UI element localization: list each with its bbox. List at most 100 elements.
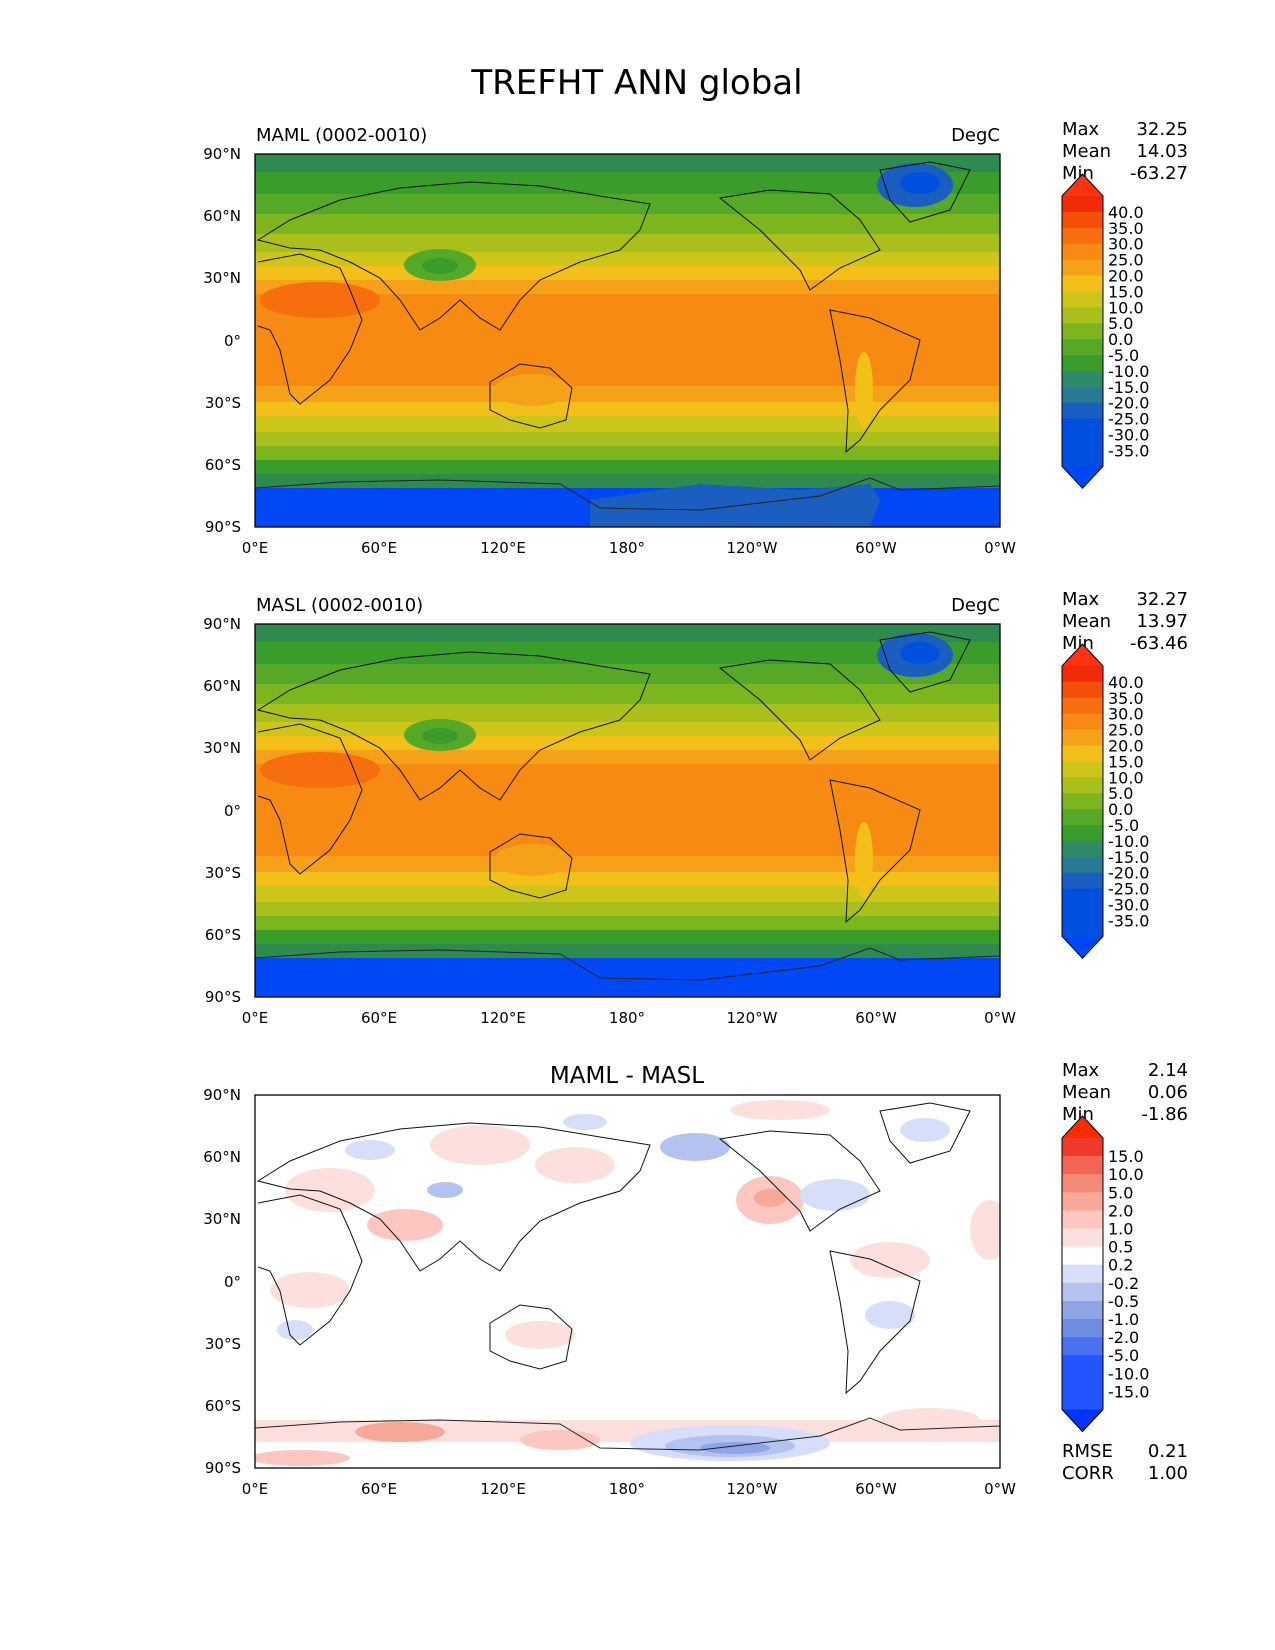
band [255,154,1000,172]
colorbar-cell [1062,355,1103,372]
colorbar-tick-label: -15.0 [1108,848,1149,867]
colorbar-extend-min [1062,466,1103,489]
colorbar-tick-label: 35.0 [1108,689,1144,708]
y-tick-label: 30°N [203,269,241,287]
x-tick-label: 0°E [242,539,269,557]
x-tick-label: 120°E [480,1480,526,1498]
colorbar-tick-label: 25.0 [1108,251,1144,270]
y-tick-label: 90°S [205,1459,241,1477]
sahara-warm-region [260,752,380,788]
colorbar-cell [1062,1192,1103,1211]
colorbar-tick-label: 15.0 [1108,1147,1144,1166]
x-tick-label: 60°E [361,1009,397,1027]
colorbar-cell [1062,681,1103,699]
band [255,916,1000,930]
colorbar-tick-label: 20.0 [1108,267,1144,286]
colorbar-tick-label: -1.0 [1108,1310,1139,1329]
stat-value-max: 32.27 [1136,589,1188,610]
band [255,402,1000,416]
band [255,872,1000,886]
band [255,386,1000,402]
stats-block: Max 32.27 Mean 13.97 Min -63.46 [1062,589,1188,654]
panel-maml: MAML (0002-0010) DegC 90°N 60°N 30°N 0° … [203,119,1188,557]
error-stats-block: RMSE 0.21 CORR 1.00 [1062,1441,1188,1484]
colorbar-tick-label: 40.0 [1108,673,1144,692]
band [255,194,1000,214]
colorbar-cell [1062,275,1103,292]
colorbar-cell [1062,450,1103,467]
y-tick-label: 90°N [203,615,241,633]
diff-patch-warm [970,1200,1000,1260]
y-tick-label: 60°N [203,207,241,225]
y-tick-label: 30°S [205,864,241,882]
stat-label-max: Max [1062,1060,1100,1081]
colorbar-tick-label: 20.0 [1108,737,1144,756]
coastline-australia [489,363,573,429]
coastline-north-america [718,189,881,291]
x-tick-label: 180° [609,1009,645,1027]
colorbar-tick-label: -5.0 [1108,816,1139,835]
coastline-eurasia [256,1122,651,1272]
band [255,624,1000,642]
band [255,750,1000,764]
map-frame [254,623,1001,998]
tibet-cold-core [422,728,458,744]
x-tick-label: 0°E [242,1480,269,1498]
colorbar-difference: 15.010.05.02.01.00.50.2-0.2-0.5-1.0-2.0-… [1061,1115,1149,1433]
band [255,446,1000,460]
diff-patch-cool [900,1118,950,1142]
panel-difference: MAML - MASL 90°N 60°N 30°N 0° 30°S 60°S … [203,1060,1188,1498]
colorbar-cell [1062,402,1103,420]
x-tick-label: 120°W [727,1480,778,1498]
stat-label-mean: Mean [1062,141,1111,162]
colorbar-extend-max [1062,1116,1103,1138]
colorbar-tick-label: 0.0 [1108,800,1133,819]
y-tick-label: 30°S [205,1335,241,1353]
coastlines [256,631,971,924]
andes-cold-region [855,352,873,428]
colorbar-cell [1062,761,1103,778]
colorbar-tick-label: 1.0 [1108,1220,1133,1239]
diff-patch-warm [285,1168,375,1212]
y-tick-label: 30°S [205,394,241,412]
diff-patch-cool [563,1114,607,1130]
colorbar-tick-label: 10.0 [1108,1165,1144,1184]
coastline-south-america [829,309,921,454]
colorbar-tick-label: -25.0 [1108,410,1149,429]
band [255,764,1000,856]
x-tick-label: 180° [609,539,645,557]
stat-label-mean: Mean [1062,1082,1111,1103]
diff-patch-warm [367,1209,443,1241]
colorbar-tick-label: 5.0 [1108,314,1133,333]
stat-value-mean: 13.97 [1136,611,1188,632]
band [255,460,1000,474]
coastline-south-america [829,1250,921,1395]
colorbar-tick-label: -15.0 [1108,378,1149,397]
y-tick-label: 0° [224,332,241,350]
figure-title: TREFHT ANN global [470,63,802,103]
diff-patch-warm-core [754,1189,786,1207]
panel-title: MAML (0002-0010) [256,125,427,146]
band [255,886,1000,902]
andes-cold-region [855,822,873,898]
colorbar-cell [1062,1391,1103,1410]
y-tick-label: 60°S [205,1397,241,1415]
colorbar-cell [1062,1300,1103,1320]
temperature-map-maml [255,154,1000,527]
y-tick-label: 0° [224,802,241,820]
x-tick-label: 120°W [727,1009,778,1027]
colorbar-tick-label: -35.0 [1108,911,1149,930]
x-tick-label: 60°E [361,1480,397,1498]
colorbar-tick-label: -35.0 [1108,441,1149,460]
colorbar-outline [1061,173,1104,490]
colorbar-maml: 40.035.030.025.020.015.010.05.00.0-5.0-1… [1061,173,1149,490]
colorbar-masl: 40.035.030.025.020.015.010.05.00.0-5.0-1… [1061,643,1149,960]
band [255,958,1000,997]
colorbar-cell [1062,888,1103,905]
stat-value-min: -63.46 [1130,633,1188,654]
colorbar-cell [1062,211,1103,229]
colorbar-extend-max [1062,174,1103,196]
stat-label-rmse: RMSE [1062,1441,1113,1462]
colorbar-cell [1062,1282,1103,1302]
